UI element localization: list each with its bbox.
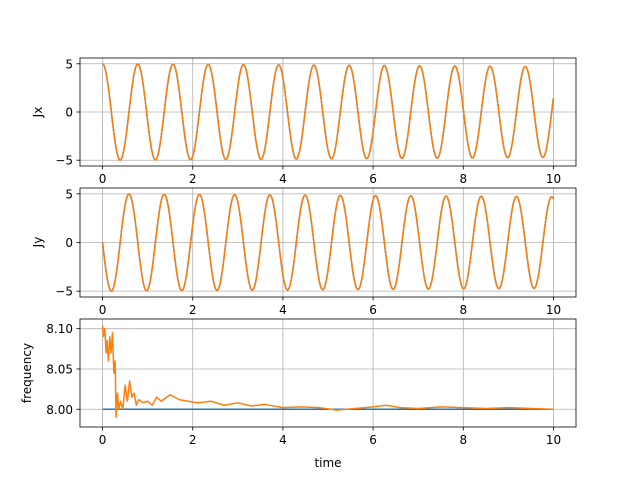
jy-subplot: 0 2 4 6 8 10 −5 0 5 bbox=[55, 187, 577, 317]
jx-y-tick-label: 5 bbox=[65, 57, 73, 71]
jx-y-tick-label: −5 bbox=[55, 154, 73, 168]
jx-x-tick-label: 8 bbox=[459, 172, 467, 186]
jy-series-line-2 bbox=[101, 193, 555, 292]
jy-x-tick-label: 8 bbox=[459, 303, 467, 317]
frequency-x-tick-label: 6 bbox=[369, 433, 377, 447]
jx-x-tick-label: 6 bbox=[369, 172, 377, 186]
jy-x-tick-label: 0 bbox=[99, 303, 107, 317]
frequency-x-tick-label: 0 bbox=[99, 433, 107, 447]
jx-x-tick-label: 4 bbox=[279, 172, 287, 186]
jy-x-tick-label: 2 bbox=[189, 303, 197, 317]
jy-y-tick-label: 5 bbox=[65, 187, 73, 201]
frequency-y-tick-label: 8.00 bbox=[46, 403, 73, 417]
jy-x-tick-label: 4 bbox=[279, 303, 287, 317]
jx-x-tick-label: 0 bbox=[99, 172, 107, 186]
frequency-x-tick-label: 8 bbox=[459, 433, 467, 447]
jx-x-tick-label: 10 bbox=[546, 172, 561, 186]
y-axis-label-jy: Jy bbox=[31, 237, 45, 249]
jx-series-line-2 bbox=[102, 63, 555, 161]
frequency-series-line-2 bbox=[101, 325, 554, 419]
jx-subplot: 0 2 4 6 8 10 −5 0 5 bbox=[55, 57, 577, 186]
x-axis-label-time: time bbox=[314, 456, 341, 470]
frequency-x-tick-label: 2 bbox=[189, 433, 197, 447]
y-axis-label-jx: Jx bbox=[31, 107, 45, 119]
y-axis-label-frequency: frequency bbox=[20, 343, 34, 403]
jy-x-tick-label: 6 bbox=[369, 303, 377, 317]
frequency-x-tick-label: 10 bbox=[546, 433, 561, 447]
jx-y-tick-label: 0 bbox=[65, 106, 73, 120]
jx-x-tick-label: 2 bbox=[189, 172, 197, 186]
frequency-x-tick-label: 4 bbox=[279, 433, 287, 447]
jy-x-tick-label: 10 bbox=[546, 303, 561, 317]
frequency-y-tick-label: 8.10 bbox=[46, 322, 73, 336]
jy-y-tick-label: −5 bbox=[55, 285, 73, 299]
jy-y-tick-label: 0 bbox=[65, 236, 73, 250]
frequency-y-tick-label: 8.05 bbox=[46, 362, 73, 376]
frequency-subplot: 0 2 4 6 8 10 8.00 8.05 8.10 bbox=[46, 318, 577, 447]
frequency-axes-frame bbox=[79, 318, 577, 428]
